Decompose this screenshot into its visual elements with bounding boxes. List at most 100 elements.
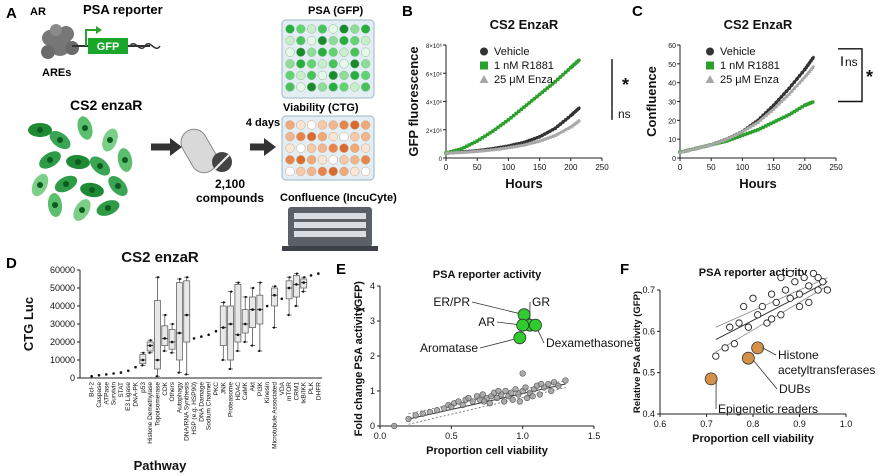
data-point [553,80,557,84]
y-tick-label: 0 [370,421,375,431]
data-point [790,83,794,87]
box-i-b-ikk [300,276,308,293]
box-point [156,276,160,279]
box-point [317,272,320,275]
box-point [303,276,306,279]
data-point [462,145,466,150]
box-point [222,301,225,304]
data-point [523,394,531,402]
data-point [467,149,472,154]
legend-marker [706,47,714,56]
data-point [805,298,813,307]
plate-well [339,47,349,57]
data-point [792,80,797,84]
viability-well-plate [281,115,375,181]
plate-well [306,47,317,57]
viability-readout-label: Viability (CTG) [283,102,359,114]
box-point [229,290,233,293]
plate-well [306,131,317,142]
data-point [519,107,524,111]
box-pi3k [256,281,264,353]
box-point [258,349,261,353]
data-point [465,144,469,148]
x-tick-label: Kinesin [264,382,271,404]
legend: Vehicle 1 nM R1881 25 μM Enza [705,46,780,86]
data-point [485,132,490,137]
data-point [558,75,563,79]
data-point [457,147,461,152]
data-point [769,121,773,126]
data-point [756,128,760,132]
plate-well [339,143,349,153]
box-camk [241,295,249,344]
data-point [730,137,734,141]
data-point [789,88,794,93]
data-point [493,394,501,402]
x-axis-label: Proportion cell viability [692,433,815,445]
plate-well [360,143,371,153]
data-point [795,302,804,311]
cell-icon [47,193,63,217]
cell-icon [108,176,128,196]
data-point [787,91,792,96]
data-point [530,99,534,103]
box-point [259,281,262,284]
plate-well [317,166,328,177]
plate-well [317,131,328,142]
ar-protein-icon [41,24,79,59]
data-point [779,94,784,99]
box-point [244,295,247,299]
box-dhfr [317,272,320,275]
box-point [192,337,196,340]
data-point [743,132,747,137]
panel-letter-a: A [6,5,17,22]
data-point [792,109,797,114]
x-tick-label: E3 Ligase [125,382,132,411]
data-point [472,149,477,154]
label-leader [471,301,525,316]
chart-title: PSA reporter activity [433,269,542,281]
box-point [119,371,123,374]
box-jnk [219,301,227,362]
box-hsp-e-g-hsp90- [192,337,196,340]
data-point [800,77,805,82]
series-1-nm-r1881 [678,100,815,155]
data-point [543,88,547,92]
highlight-label: GR [532,295,550,309]
data-point [810,56,815,61]
box-point [214,329,218,333]
y-tick-label: 30000 [50,319,75,329]
y-tick-label: 10000 [50,355,75,365]
box-point [295,283,298,286]
box-point [142,351,145,354]
x-tick-label: Proteasome [228,382,235,417]
data-point [735,135,739,139]
plate-well [339,59,349,69]
plate-well [306,82,317,92]
data-point [737,130,742,135]
plate-well [328,47,338,57]
x-tick-label: STAT [118,382,125,398]
significance-star: * [866,67,873,87]
box-point [236,349,239,353]
x-axis-label: Hours [739,176,777,191]
data-point [814,286,822,294]
plate-well [285,82,295,92]
data-point [726,323,734,331]
panel-letter-f: F [620,261,629,278]
y-axis-label-part: (GFP) [353,281,365,311]
data-point [761,115,766,120]
data-point [767,315,776,323]
x-tick-label: Akt [250,382,257,392]
data-point [504,120,508,124]
box-microtubule-associated [271,285,278,329]
data-point [721,344,729,352]
plate-well [296,82,306,92]
highlight-point [516,318,530,332]
data-point [823,286,832,294]
data-point [787,112,791,117]
y-tick-label: 40000 [50,301,75,311]
plate-well [306,143,317,153]
x-tick-label: Topoisomerase [154,382,161,426]
